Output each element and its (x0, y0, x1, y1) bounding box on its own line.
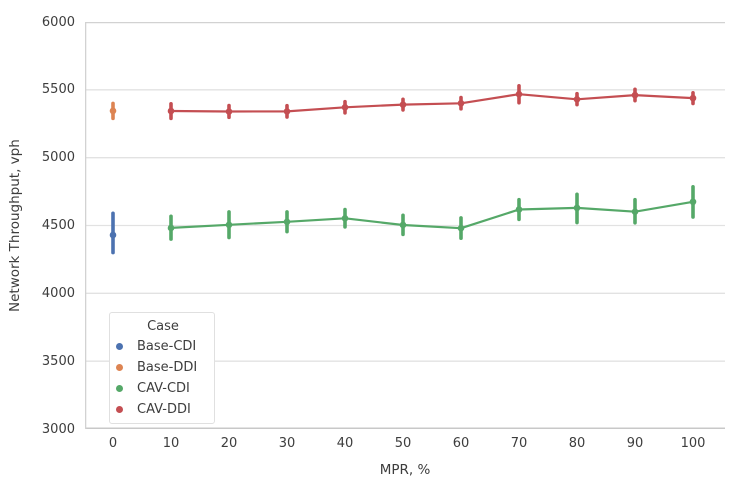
data-point-cav-cdi (689, 198, 697, 206)
data-point-cav-ddi (689, 94, 697, 102)
y-tick-label: 3000 (41, 421, 75, 437)
data-point-cav-cdi (225, 221, 233, 229)
data-point-cav-ddi (631, 91, 639, 99)
data-point-cav-ddi (167, 107, 175, 115)
data-point-cav-ddi (399, 101, 407, 108)
data-point-cav-cdi (341, 215, 349, 222)
x-tick-label: 50 (394, 436, 412, 451)
legend-item-label: CAV-DDI (137, 402, 191, 417)
data-point-base-cdi (109, 231, 117, 239)
y-tick-label: 5500 (41, 82, 75, 98)
legend-item-label: Base-CDI (137, 339, 197, 354)
x-tick-label: 70 (510, 436, 528, 451)
x-axis-ticks: 0 10 20 30 40 50 60 70 80 90 100 (85, 436, 725, 453)
legend-marker-icon (116, 364, 123, 371)
legend-items: Base-CDI Base-DDI CAV-CDI CAV-DDI (112, 336, 214, 420)
data-point-cav-cdi (573, 204, 581, 212)
legend-marker-icon (116, 343, 123, 350)
data-point-cav-cdi (167, 224, 175, 232)
data-point-cav-ddi (225, 108, 233, 115)
legend-item-base-cdi: Base-CDI (112, 336, 214, 357)
series-line-cav-ddi (170, 93, 694, 113)
legend: Case Base-CDI Base-DDI CAV-CDI CAV-DDI (109, 312, 215, 424)
legend-item-base-ddi: Base-DDI (112, 357, 214, 378)
x-tick-label: 10 (162, 436, 180, 451)
x-tick-label: 30 (278, 436, 296, 451)
legend-item-cav-ddi: CAV-DDI (112, 399, 214, 420)
legend-marker-icon (116, 385, 123, 392)
legend-item-label: Base-DDI (137, 360, 198, 375)
data-point-cav-ddi (341, 104, 349, 111)
y-tick-label: 3500 (41, 353, 75, 369)
y-tick-label: 4000 (41, 285, 75, 301)
x-tick-label: 60 (452, 436, 470, 451)
x-tick-label: 90 (626, 436, 644, 451)
x-tick-label: 0 (108, 436, 118, 451)
x-tick-label: 20 (220, 436, 238, 451)
legend-marker-icon (116, 406, 123, 413)
data-point-cav-cdi (631, 208, 639, 215)
data-point-base-ddi (109, 107, 117, 115)
y-tick-label: 4500 (41, 218, 75, 233)
plot-canvas (84, 21, 725, 429)
data-point-cav-cdi (515, 206, 523, 213)
data-point-cav-cdi (283, 218, 291, 226)
x-tick-label: 80 (568, 436, 586, 451)
legend-item-cav-cdi: CAV-CDI (112, 378, 214, 399)
plot-area (84, 21, 725, 429)
legend-item-label: CAV-CDI (137, 381, 190, 396)
data-point-cav-ddi (573, 96, 581, 103)
data-point-cav-ddi (283, 108, 291, 115)
data-point-cav-ddi (457, 99, 465, 107)
data-point-cav-cdi (399, 221, 407, 229)
x-tick-label: 40 (336, 436, 354, 451)
y-tick-label: 6000 (41, 14, 75, 30)
x-axis-label: MPR, % (379, 462, 431, 478)
y-tick-label: 5000 (41, 150, 75, 166)
legend-title: Case (147, 319, 179, 334)
data-point-cav-cdi (457, 224, 465, 232)
y-axis-ticks: 3000 3500 4000 4500 5000 5500 6000 (0, 15, 77, 437)
series-line-cav-cdi (170, 200, 694, 230)
data-point-cav-ddi (515, 90, 523, 98)
x-tick-label: 100 (680, 436, 706, 451)
